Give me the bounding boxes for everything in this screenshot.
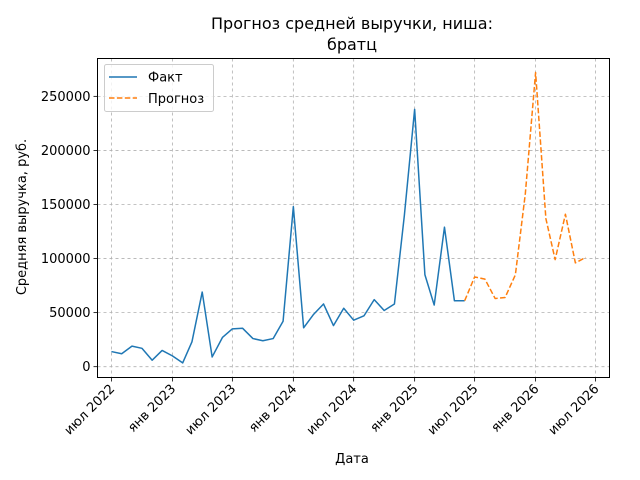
chart-title-line-2: братц: [327, 35, 377, 54]
y-tick-label: 100000: [41, 252, 91, 267]
x-tick-label: янв 2025: [368, 382, 422, 436]
x-axis-ticks: июл 2022 янв 2023 июл 2023 янв 2024 июл 2024…: [62, 377, 603, 439]
legend-label-fact: Факт: [148, 71, 183, 86]
series-line-fact: [111, 108, 465, 364]
plot-series: [111, 71, 586, 364]
y-axis-ticks: 0 50000 100000 150000 200000 250000: [41, 90, 98, 375]
y-tick-label: 50000: [49, 306, 90, 321]
legend: Факт Прогноз: [104, 64, 214, 112]
legend-label-forecast: Прогноз: [148, 92, 204, 107]
grid: [97, 58, 610, 378]
y-axis-label: Средняя выручка, руб.: [15, 139, 30, 295]
x-tick-label: июл 2025: [425, 382, 482, 439]
chart-title-line-1: Прогноз средней выручки, ниша:: [211, 14, 493, 33]
y-tick-label: 200000: [41, 144, 91, 159]
x-tick-label: июл 2026: [546, 382, 603, 439]
y-tick-label: 0: [82, 360, 90, 375]
x-tick-label: янв 2023: [125, 382, 179, 436]
x-axis-label: Дата: [335, 452, 369, 467]
y-tick-label: 150000: [41, 198, 91, 213]
x-tick-label: янв 2026: [489, 382, 543, 436]
x-tick-label: июл 2023: [183, 382, 240, 439]
y-tick-label: 250000: [41, 90, 91, 105]
x-tick-label: янв 2024: [246, 382, 300, 436]
series-line-forecast: [463, 71, 586, 302]
x-tick-label: июл 2022: [62, 382, 119, 439]
x-tick-label: июл 2024: [304, 382, 361, 439]
